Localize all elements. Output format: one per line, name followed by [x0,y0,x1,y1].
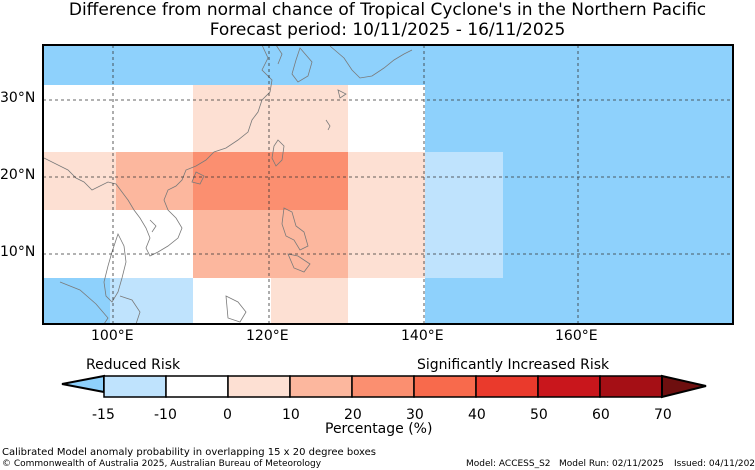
footer-model-run: Model Run: 02/11/2025 [559,459,664,469]
box-pale-peach-east [348,152,425,278]
lat-label-10n: 10°N [0,244,36,260]
map-frame [42,44,734,325]
colorbar-bin-5 [351,375,415,398]
lon-label-160e: 160°E [555,328,598,344]
colorbar-bin-3 [227,375,291,398]
box-blue-sw [43,278,110,324]
lon-label-120e: 120°E [246,328,289,344]
box-pale-peach-west [43,152,116,210]
colorbar-extend-low [61,374,105,394]
colorbar-tick-70: 70 [654,407,672,423]
coastlines [43,44,413,325]
colorbar-bin-2 [165,375,229,398]
map-panel [42,44,734,325]
map-title: Difference from normal chance of Tropica… [68,0,707,20]
box-peach-south [193,210,348,278]
legend-reduced-risk: Reduced Risk [86,357,181,373]
box-white-sw [43,210,193,278]
gridlines [43,45,733,324]
colorbar-tick-m10: -10 [154,407,177,423]
box-white-s [193,278,271,324]
lon-label-140e: 140°E [401,328,444,344]
lat-label-30n: 30°N [0,90,36,106]
colorbar-tick-m15: -15 [92,407,115,423]
box-pale-peach-s [271,278,348,324]
box-pale-peach-north [193,85,348,152]
colorbar-bin-1 [103,375,167,398]
colorbar-bin-8 [537,375,601,398]
colorbar-tick-60: 60 [592,407,610,423]
box-salmon-center [193,152,348,210]
footer-model: Model: ACCESS_S2 [466,459,551,469]
colorbar-bin-7 [475,375,539,398]
colorbar-tick-20: 20 [344,407,362,423]
colorbar-tick-30: 30 [406,407,424,423]
legend-increased-risk: Significantly Increased Risk [417,357,610,373]
colorbar-tick-40: 40 [468,407,486,423]
colorbar-bin-6 [413,375,477,398]
lat-label-20n: 20°N [0,167,36,183]
box-white-se [348,278,425,324]
colorbar-extend-high [661,374,707,399]
footer-issued: Issued: 04/11/2025 [674,459,755,469]
colorbar-tick-0: 0 [223,407,232,423]
box-pale-blue-sw [110,278,193,324]
colorbar [61,374,707,399]
colorbar-tick-10: 10 [282,407,300,423]
footer-description: Calibrated Model anomaly probability in … [2,447,377,458]
box-pale-blue-east [425,152,503,278]
footer-copyright: © Commonwealth of Australia 2025, Austra… [2,459,322,469]
colorbar-bin-4 [289,375,353,398]
box-peach-west [116,152,193,210]
colorbar-label: Percentage (%) [325,421,433,437]
colorbar-bin-9 [599,375,663,398]
colorbar-tick-50: 50 [530,407,548,423]
lon-label-100e: 100°E [91,328,134,344]
forecast-period: Forecast period: 10/11/2025 - 16/11/2025 [209,20,566,40]
